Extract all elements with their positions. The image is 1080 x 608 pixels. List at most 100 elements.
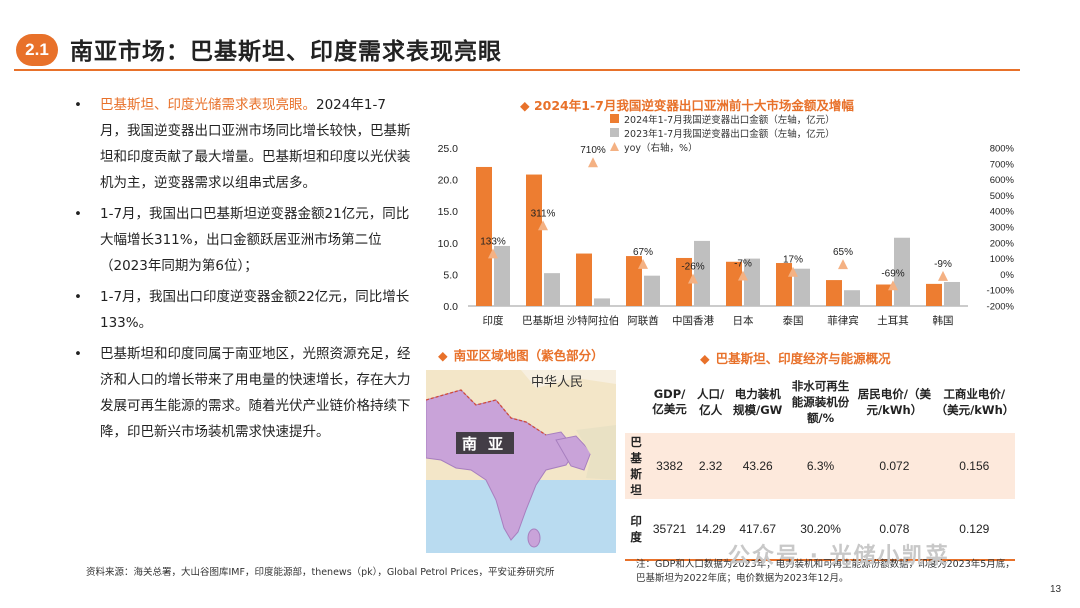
bar-2023 bbox=[694, 240, 710, 306]
bar-2023 bbox=[644, 275, 660, 306]
x-axis-tick-label: 阿联酋 bbox=[627, 314, 659, 327]
source-note: 资料来源：海关总署，大山谷图库IMF，印度能源部，thenews（pk），Glo… bbox=[86, 567, 555, 578]
table-header-cell: 非水可再生能源装机份额/% bbox=[791, 379, 850, 425]
bullet-text: 2024年1-7月，我国逆变器出口亚洲市场同比增长较快，巴基斯坦和印度贡献了最大… bbox=[100, 97, 411, 191]
y2-axis-tick-label: 0% bbox=[1000, 270, 1014, 281]
legend-label: yoy（右轴，%） bbox=[624, 142, 698, 154]
legend-swatch bbox=[610, 142, 619, 151]
table-cell: 3382 bbox=[647, 433, 692, 499]
bar-2024 bbox=[676, 257, 692, 306]
table-cell: 417.67 bbox=[729, 499, 786, 561]
table-header-cell: 人口/亿人 bbox=[696, 387, 725, 417]
x-axis-tick-label: 沙特阿拉伯 bbox=[567, 314, 620, 327]
bar-2024 bbox=[576, 253, 592, 306]
y-axis-tick-label: 5.0 bbox=[443, 269, 458, 281]
bar-2023 bbox=[744, 258, 760, 306]
bar-2024 bbox=[776, 263, 792, 306]
table-header-cell: 居民电价/（美元/kWh） bbox=[857, 387, 931, 417]
watermark: 公众号 · 光储小凯菜 bbox=[728, 544, 950, 569]
table-header-cell: 电力装机规模/GW bbox=[733, 387, 783, 417]
bullet-list: • 巴基斯坦、印度光储需求表现亮眼。2024年1-7月，我国逆变器出口亚洲市场同… bbox=[72, 92, 412, 450]
svg-text:中华人民: 中华人民 bbox=[531, 375, 583, 390]
x-axis-tick-label: 菲律宾 bbox=[827, 314, 859, 327]
table-row: 印度 35721 14.29 417.67 30.20% 0.078 0.129 bbox=[625, 499, 1015, 561]
table-header-cell bbox=[625, 371, 647, 433]
bar-2024 bbox=[726, 261, 742, 306]
diamond-icon: ◆ bbox=[438, 348, 448, 363]
yoy-data-label: 17% bbox=[783, 255, 803, 266]
x-axis-tick-label: 日本 bbox=[733, 314, 754, 327]
y-axis-tick-label: 20.0 bbox=[438, 175, 459, 187]
y2-axis-tick-label: -200% bbox=[987, 302, 1015, 313]
bar-2024 bbox=[826, 280, 842, 306]
table-header-cell: 工商业电价/（美元/kWh） bbox=[935, 387, 1015, 417]
table-row: 巴基斯坦 3382 2.32 43.26 6.3% 0.072 0.156 bbox=[625, 433, 1015, 499]
y2-axis-tick-label: 700% bbox=[990, 159, 1015, 170]
bullet-item: • 巴基斯坦、印度光储需求表现亮眼。2024年1-7月，我国逆变器出口亚洲市场同… bbox=[72, 92, 412, 196]
x-axis-tick-label: 中国香港 bbox=[672, 314, 714, 327]
bar-2023 bbox=[894, 237, 910, 306]
export-bar-chart: 2024年1-7月我国逆变器出口金额（左轴，亿元） 2023年1-7月我国逆变器出… bbox=[438, 114, 1015, 327]
table-cell: 2.32 bbox=[691, 433, 730, 499]
bar-2023 bbox=[544, 273, 560, 306]
y2-axis-tick-label: 100% bbox=[990, 254, 1015, 265]
x-axis-tick-label: 巴基斯坦 bbox=[522, 314, 564, 327]
svg-text:南: 南 bbox=[462, 435, 477, 453]
y2-axis-tick-label: 300% bbox=[990, 223, 1015, 234]
yoy-marker bbox=[638, 258, 648, 269]
yoy-data-label: 67% bbox=[633, 247, 653, 258]
bar-2024 bbox=[626, 256, 642, 306]
x-axis-tick-label: 韩国 bbox=[933, 314, 954, 327]
x-axis-tick-label: 印度 bbox=[483, 314, 504, 327]
bar-2024 bbox=[526, 174, 542, 306]
yoy-marker bbox=[488, 248, 498, 259]
chart-title: ◆ 2024年1-7月我国逆变器出口亚洲前十大市场金额及增幅 bbox=[520, 98, 854, 113]
x-axis-tick-label: 土耳其 bbox=[877, 314, 909, 327]
table-cell: 14.29 bbox=[691, 499, 730, 561]
yoy-data-label: -7% bbox=[734, 259, 752, 270]
yoy-data-label: -69% bbox=[881, 268, 904, 279]
table-cell: 0.072 bbox=[855, 433, 934, 499]
bullet-highlight: 巴基斯坦、印度光储需求表现亮眼。 bbox=[100, 97, 316, 113]
yoy-data-label: -26% bbox=[681, 262, 704, 273]
yoy-data-label: 311% bbox=[531, 208, 556, 219]
bar-2023 bbox=[594, 298, 610, 306]
table-cell: 43.26 bbox=[729, 433, 786, 499]
y-axis-tick-label: 0.0 bbox=[443, 301, 458, 313]
table-cell: 巴基斯坦 bbox=[625, 433, 648, 499]
bullet-dot-icon: • bbox=[74, 346, 82, 362]
table-cell: 0.129 bbox=[933, 499, 1015, 561]
yoy-data-label: 133% bbox=[480, 236, 506, 247]
legend-swatch bbox=[610, 114, 619, 123]
page-number: 13 bbox=[1050, 584, 1062, 595]
x-axis-tick-label: 泰国 bbox=[783, 314, 804, 327]
bullet-text: 1-7月，我国出口印度逆变器金额22亿元，同比增长133%。 bbox=[100, 289, 410, 331]
diamond-icon: ◆ bbox=[520, 98, 534, 113]
y2-axis-tick-label: 800% bbox=[990, 144, 1015, 155]
bar-2023 bbox=[844, 290, 860, 306]
bullet-dot-icon: • bbox=[74, 289, 82, 305]
y-axis-tick-label: 10.0 bbox=[438, 238, 459, 250]
bullet-item: • 巴基斯坦和印度同属于南亚地区，光照资源充足，经济和人口的增长带来了用电量的快… bbox=[72, 341, 412, 445]
bullet-text: 1-7月，我国出口巴基斯坦逆变器金额21亿元，同比大幅增长311%，出口金额跃居… bbox=[100, 206, 410, 274]
y2-axis-tick-label: 500% bbox=[990, 191, 1015, 202]
title-divider bbox=[14, 69, 1020, 71]
yoy-marker bbox=[938, 270, 948, 281]
diamond-icon: ◆ bbox=[700, 351, 710, 366]
table-cell: 0.078 bbox=[855, 499, 934, 561]
yoy-marker bbox=[588, 157, 598, 168]
y2-axis-tick-label: 400% bbox=[990, 207, 1015, 218]
bar-2023 bbox=[944, 281, 960, 306]
map-section-title: ◆ 南亚区域地图（紫色部分） bbox=[438, 348, 604, 363]
bullet-text: 巴基斯坦和印度同属于南亚地区，光照资源充足，经济和人口的增长带来了用电量的快速增… bbox=[100, 346, 411, 440]
bullet-item: • 1-7月，我国出口印度逆变器金额22亿元，同比增长133%。 bbox=[72, 284, 412, 336]
bar-2023 bbox=[794, 268, 810, 306]
y2-axis-tick-label: 600% bbox=[990, 175, 1015, 186]
yoy-marker bbox=[838, 259, 848, 270]
bullet-dot-icon: • bbox=[74, 206, 82, 222]
table-cell: 6.3% bbox=[785, 433, 856, 499]
bullet-item: • 1-7月，我国出口巴基斯坦逆变器金额21亿元，同比大幅增长311%，出口金额… bbox=[72, 201, 412, 279]
table-cell: 印度 bbox=[625, 499, 648, 561]
legend-label: 2024年1-7月我国逆变器出口金额（左轴，亿元） bbox=[624, 114, 835, 126]
economy-energy-table: GDP/亿美元 人口/亿人 电力装机规模/GW 非水可再生能源装机份额/% 居民… bbox=[625, 371, 1015, 561]
